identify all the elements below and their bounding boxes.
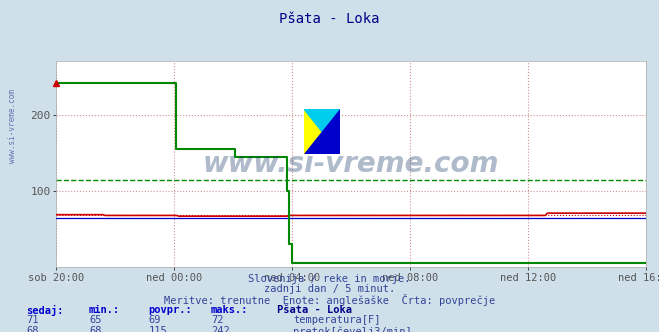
Text: 69: 69: [148, 315, 161, 325]
Text: pretok[čevelj3/min]: pretok[čevelj3/min]: [293, 326, 412, 332]
Text: www.si-vreme.com: www.si-vreme.com: [8, 89, 17, 163]
Text: temperatura[F]: temperatura[F]: [293, 315, 381, 325]
Text: 115: 115: [148, 326, 167, 332]
Text: 242: 242: [211, 326, 229, 332]
Text: 68: 68: [26, 326, 39, 332]
Text: Slovenija / reke in morje.: Slovenija / reke in morje.: [248, 274, 411, 284]
Text: www.si-vreme.com: www.si-vreme.com: [203, 150, 499, 178]
Text: 68: 68: [89, 326, 101, 332]
Text: Meritve: trenutne  Enote: anglešaške  Črta: povprečje: Meritve: trenutne Enote: anglešaške Črta…: [164, 294, 495, 306]
Text: 71: 71: [26, 315, 39, 325]
Polygon shape: [304, 109, 340, 154]
Text: povpr.:: povpr.:: [148, 305, 192, 315]
Text: 72: 72: [211, 315, 223, 325]
Text: 65: 65: [89, 315, 101, 325]
Text: Pšata - Loka: Pšata - Loka: [277, 305, 352, 315]
Text: min.:: min.:: [89, 305, 120, 315]
Text: sedaj:: sedaj:: [26, 305, 64, 316]
Text: zadnji dan / 5 minut.: zadnji dan / 5 minut.: [264, 284, 395, 294]
Polygon shape: [304, 109, 340, 154]
Text: maks.:: maks.:: [211, 305, 248, 315]
Text: Pšata - Loka: Pšata - Loka: [279, 12, 380, 26]
Polygon shape: [304, 109, 340, 154]
